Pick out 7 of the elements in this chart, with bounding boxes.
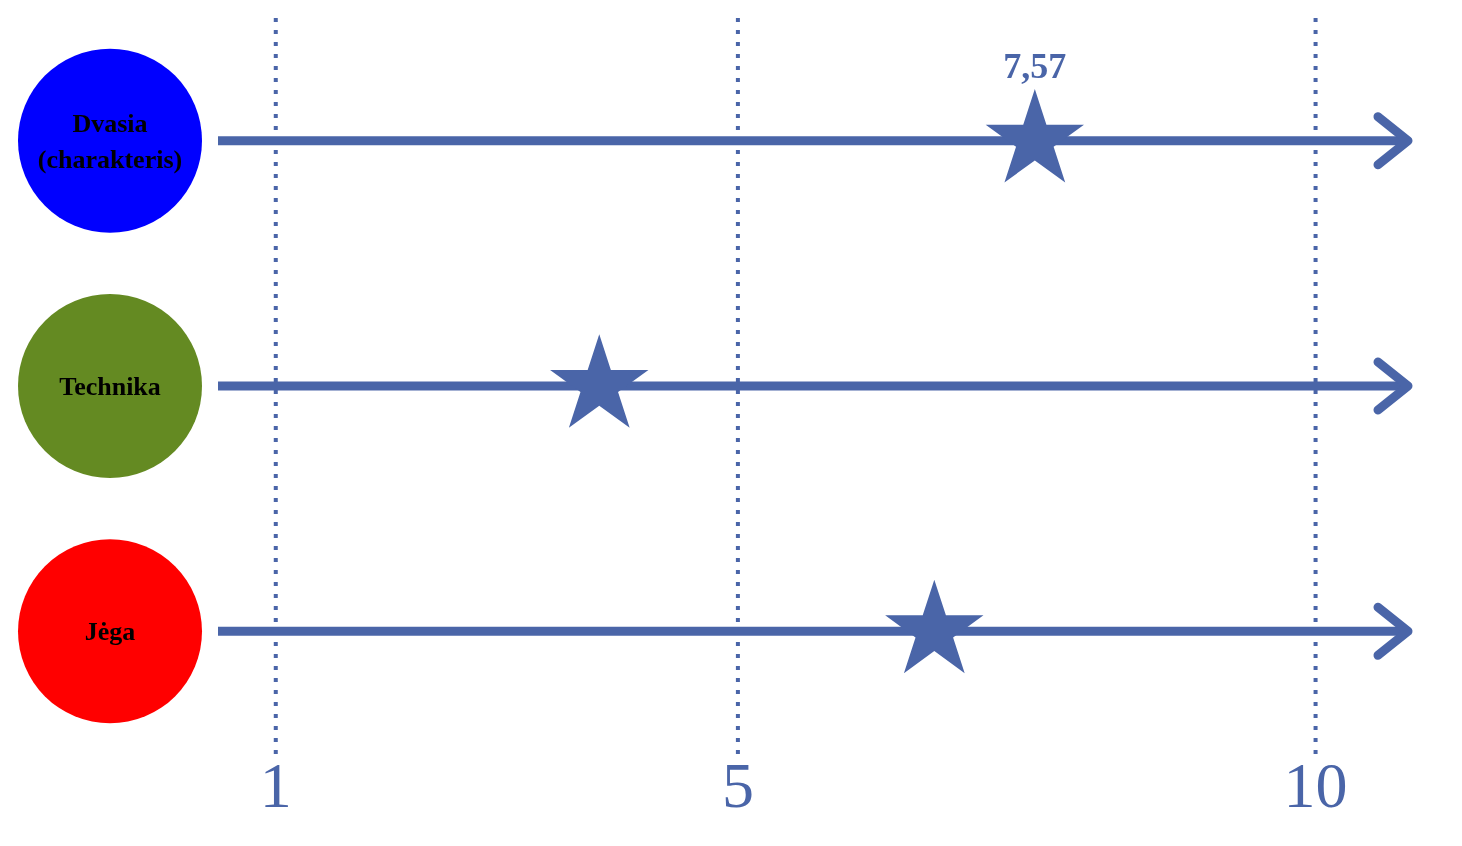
y-tick-label: Dvasia (charakteris) [37,108,183,174]
data-label: 7,57 [1003,45,1067,86]
y-tick-label: Technika [59,372,161,401]
x-tick-label: 1 [259,750,292,822]
x-tick-label: 10 [1283,750,1348,822]
y-tick-label: Jėga [84,617,136,647]
x-tick-label: 5 [721,750,754,822]
